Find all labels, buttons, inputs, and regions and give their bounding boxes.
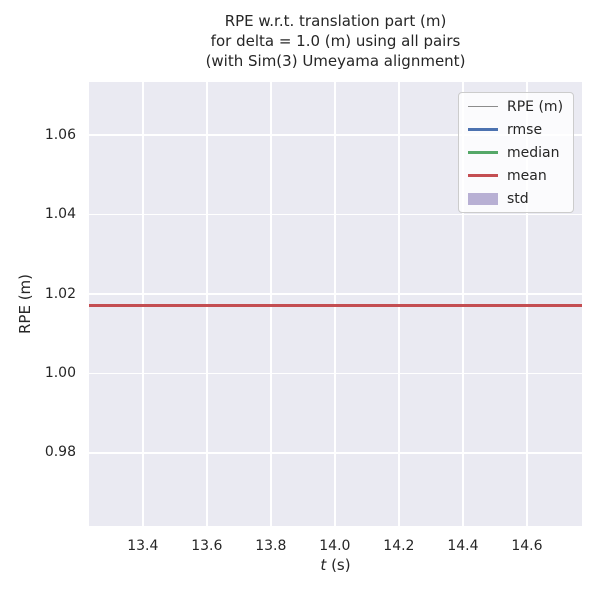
legend-line-sample — [468, 128, 498, 131]
gridline-horizontal — [89, 452, 582, 454]
gridline-vertical — [142, 82, 144, 526]
y-axis-label: RPE (m) — [16, 273, 34, 335]
legend-patch-sample — [468, 192, 498, 205]
y-tick-label: 1.06 — [44, 126, 76, 143]
legend-item: mean — [459, 164, 573, 187]
y-tick-label: 0.98 — [44, 444, 76, 461]
x-tick-label: 14.2 — [383, 538, 415, 554]
legend-line-sample — [468, 174, 498, 177]
legend-label: RPE (m) — [507, 98, 564, 115]
chart-title-line-1: RPE w.r.t. translation part (m) — [224, 12, 447, 30]
gridline-vertical — [398, 82, 400, 526]
chart-title-line-2: for delta = 1.0 (m) using all pairs — [210, 32, 461, 50]
y-tick-label: 1.02 — [44, 285, 76, 302]
legend-line-sample — [468, 151, 498, 154]
y-tick-label: 1.00 — [44, 364, 76, 381]
x-tick-label: 13.4 — [127, 538, 159, 554]
y-tick-label: 1.04 — [44, 206, 76, 223]
legend-item: median — [459, 141, 573, 164]
x-tick-label: 13.6 — [191, 538, 223, 554]
x-axis-label: t (s) — [89, 556, 582, 574]
legend-item: std — [459, 187, 573, 210]
x-tick-label: 13.8 — [255, 538, 287, 554]
chart-title-line-3: (with Sim(3) Umeyama alignment) — [205, 52, 466, 70]
legend: RPE (m) rmse median mean std — [458, 92, 574, 213]
legend-label: std — [507, 190, 529, 207]
gridline-horizontal — [89, 372, 582, 375]
chart-title: RPE w.r.t. translation part (m) for delt… — [89, 11, 582, 71]
legend-line-sample — [468, 105, 498, 108]
x-tick-label: 14.0 — [319, 538, 351, 554]
gridline-horizontal — [89, 293, 582, 295]
x-axis-label-units: (s) — [326, 556, 351, 574]
gridline-vertical — [526, 82, 528, 526]
gridline-vertical — [462, 82, 464, 526]
gridline-vertical — [270, 82, 272, 526]
gridline-vertical — [206, 82, 208, 526]
x-axis-label-symbol: t — [320, 556, 327, 574]
legend-item: RPE (m) — [459, 95, 573, 118]
legend-label: median — [507, 144, 560, 161]
x-tick-label: 14.6 — [511, 538, 543, 554]
gridline-horizontal — [89, 213, 582, 216]
legend-label: rmse — [507, 121, 543, 138]
mean-line — [89, 304, 582, 307]
gridline-horizontal — [89, 134, 582, 136]
legend-label: mean — [507, 167, 547, 184]
x-tick-label: 14.4 — [447, 538, 479, 554]
legend-item: rmse — [459, 118, 573, 141]
gridline-vertical — [334, 82, 336, 526]
